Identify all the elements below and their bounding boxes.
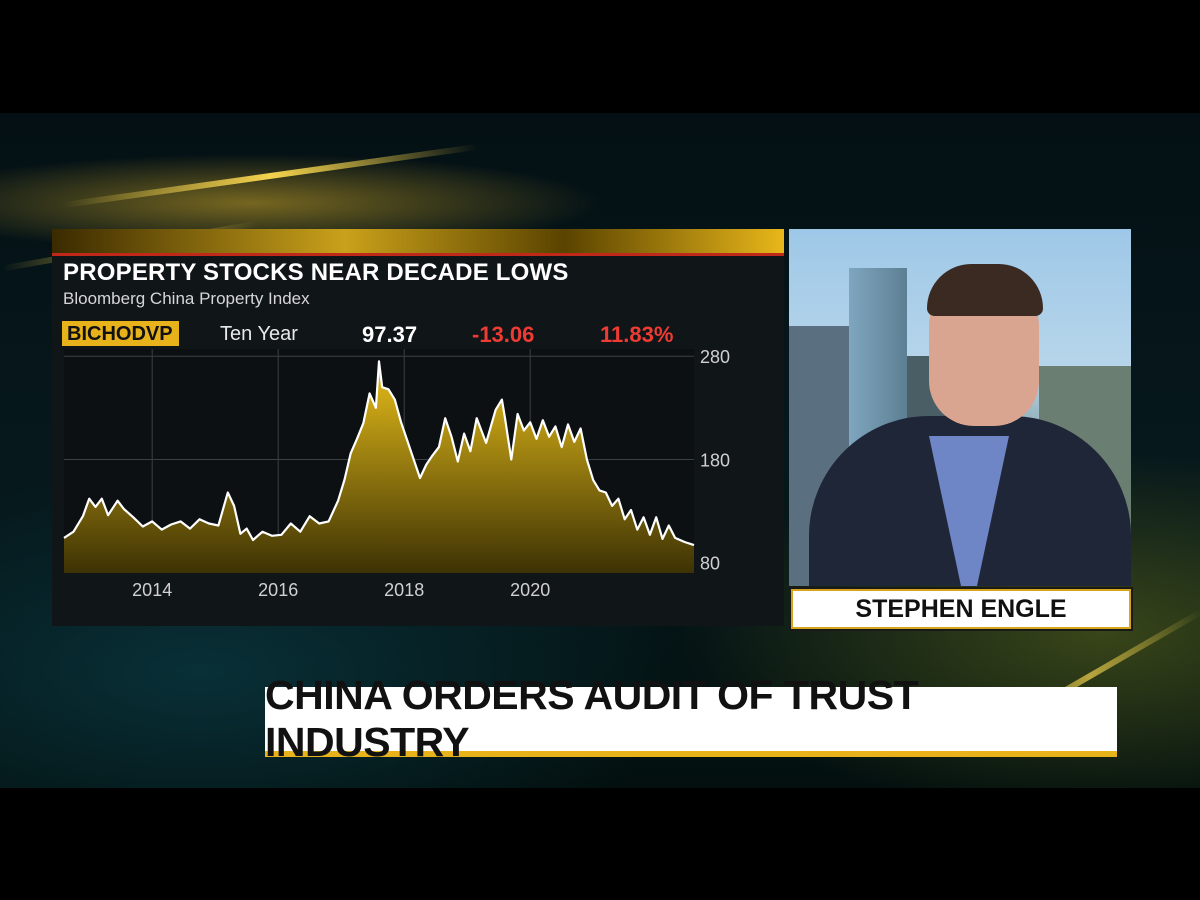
period-label: Ten Year [220, 323, 298, 345]
y-tick-label: 80 [700, 554, 720, 574]
presenter-hair [927, 264, 1043, 316]
ticker-badge: BICHODVP [62, 321, 179, 346]
y-tick-label: 180 [700, 450, 730, 470]
light-streak [61, 143, 479, 209]
chart-top-bar [52, 229, 784, 256]
x-tick-label: 2016 [258, 580, 298, 600]
x-tick-label: 2018 [384, 580, 424, 600]
series-area [64, 361, 694, 573]
x-tick-label: 2020 [510, 580, 550, 600]
axis-ticks: 2014 2016 2018 2020 80 180 280 [132, 347, 730, 600]
chart-subtitle: Bloomberg China Property Index [63, 289, 310, 308]
anchor-nameplate: STEPHEN ENGLE [789, 587, 1133, 631]
y-tick-label: 280 [700, 347, 730, 367]
series-line [63, 360, 695, 547]
last-value: 97.37 [362, 322, 418, 347]
percent-change: 11.83% [600, 322, 674, 347]
chart-panel: PROPERTY STOCKS NEAR DECADE LOWS Bloombe… [52, 229, 784, 626]
chart-title: PROPERTY STOCKS NEAR DECADE LOWS [63, 259, 569, 286]
x-tick-label: 2014 [132, 580, 172, 600]
headline-bar: CHINA ORDERS AUDIT OF TRUST INDUSTRY [265, 672, 1117, 765]
net-change: -13.06 [472, 322, 535, 347]
price-chart: 2014 2016 2018 2020 80 180 280 [63, 347, 730, 600]
anchor-video [789, 229, 1131, 586]
